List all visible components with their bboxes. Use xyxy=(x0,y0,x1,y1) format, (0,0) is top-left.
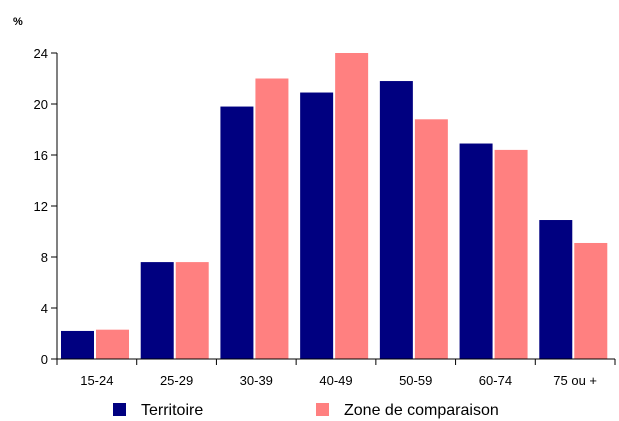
bar-zone-de-comparaison-5 xyxy=(494,149,528,359)
x-tick-label: 25-29 xyxy=(160,373,193,388)
bar-territoire-2 xyxy=(220,106,254,359)
legend: Territoire Zone de comparaison xyxy=(113,402,499,419)
y-tick-label: 4 xyxy=(41,301,48,316)
bar-territoire-6 xyxy=(539,220,573,359)
bars xyxy=(61,53,608,360)
bar-territoire-1 xyxy=(140,262,174,359)
bar-territoire-0 xyxy=(61,330,94,359)
y-axis-ticks: 0 4 8 12 16 20 24 xyxy=(34,46,57,367)
bar-zone-de-comparaison-2 xyxy=(255,78,289,359)
y-tick-label: 16 xyxy=(34,148,48,163)
y-tick-label: 24 xyxy=(34,46,48,61)
bar-territoire-4 xyxy=(379,81,413,360)
x-tick-label: 15-24 xyxy=(80,373,113,388)
x-tick-label: 60-74 xyxy=(479,373,512,388)
y-tick-label: 0 xyxy=(41,352,48,367)
legend-swatch xyxy=(316,403,329,416)
bar-zone-de-comparaison-1 xyxy=(175,262,209,359)
y-tick-label: 8 xyxy=(41,250,48,265)
x-tick-label: 75 ou + xyxy=(553,373,597,388)
x-axis-ticks: 15-24 25-29 30-39 40-49 50-59 60-74 75 ou + xyxy=(56,359,616,388)
y-axis-unit-label: % xyxy=(13,16,23,28)
legend-swatch xyxy=(113,403,126,416)
x-tick-label: 40-49 xyxy=(319,373,352,388)
y-tick-label: 20 xyxy=(34,97,48,112)
x-tick-label: 30-39 xyxy=(240,373,273,388)
x-tick-label: 50-59 xyxy=(399,373,432,388)
bar-zone-de-comparaison-0 xyxy=(96,329,129,359)
bar-zone-de-comparaison-6 xyxy=(574,242,608,359)
bar-territoire-5 xyxy=(459,143,493,359)
legend-label: Zone de comparaison xyxy=(344,402,499,419)
legend-label: Territoire xyxy=(141,402,203,419)
bar-zone-de-comparaison-4 xyxy=(414,119,448,359)
bar-zone-de-comparaison-3 xyxy=(335,53,369,359)
bar-territoire-3 xyxy=(300,92,334,360)
y-tick-label: 12 xyxy=(34,199,48,214)
